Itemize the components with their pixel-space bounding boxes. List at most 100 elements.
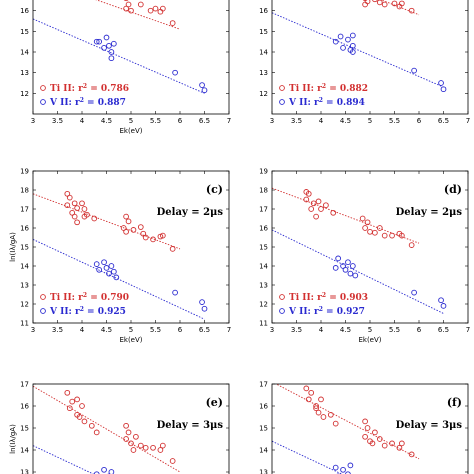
y-tick-label: 16	[20, 225, 29, 233]
ti-data-point	[74, 219, 80, 226]
v-data-point	[332, 265, 339, 271]
legend-ti-marker	[40, 294, 46, 300]
v-data-point	[438, 80, 444, 86]
v-data-point	[342, 266, 349, 273]
y-tick-label: 17	[259, 206, 268, 214]
plot-frame	[271, 383, 469, 474]
y-tick-label: 15	[20, 28, 29, 36]
v-data-point	[337, 33, 344, 40]
ti-data-point	[71, 213, 78, 220]
x-tick-label: 6.5	[199, 117, 210, 125]
x-tick-label: 3	[270, 117, 274, 125]
ti-data-point	[125, 429, 132, 436]
x-tick-label: 5.5	[150, 117, 161, 125]
x-tick-label: 3.5	[52, 326, 63, 334]
v-data-point	[345, 36, 351, 43]
plot-frame	[271, 0, 469, 115]
y-tick-label: 11	[20, 320, 29, 328]
v-data-point	[103, 34, 110, 41]
ti-data-point	[372, 0, 378, 3]
x-tick-label: 4.5	[101, 117, 112, 125]
ti-data-point	[64, 202, 71, 209]
v-data-point	[199, 299, 205, 305]
ti-data-point	[327, 411, 334, 418]
x-tick-label: 3	[31, 117, 35, 125]
y-tick-label: 13	[20, 282, 29, 290]
y-tick-label: 17	[20, 206, 29, 214]
ti-data-point	[125, 1, 132, 8]
x-axis-label: Ek(eV)	[119, 127, 142, 135]
v-data-point	[347, 462, 354, 469]
ti-data-point	[169, 20, 176, 26]
ti-data-point	[408, 7, 415, 14]
x-tick-label: 6.5	[199, 326, 210, 334]
legend-v-marker	[40, 99, 46, 105]
v-fit-line	[33, 445, 95, 474]
y-tick-label: 15	[259, 28, 268, 36]
panel-b: 3 3.5 4 4.5 5 5.5 6 6.5 7 12 13 14 15 16 Ti II: r2 = 0…	[259, 0, 470, 125]
plot-area	[33, 385, 181, 474]
y-tick-label: 16	[259, 225, 268, 233]
delay-label: Delay = 3μs	[396, 420, 463, 431]
ti-data-point	[381, 1, 388, 8]
y-tick-label: 16	[259, 7, 268, 15]
ti-data-point	[152, 5, 159, 12]
ti-data-point	[408, 242, 415, 248]
legend-ti-label: Ti II: r2 = 0.882	[289, 83, 368, 95]
y-tick-label: 12	[20, 90, 29, 98]
ti-data-point	[323, 202, 329, 209]
legend-v-marker	[279, 308, 285, 314]
ti-data-point	[84, 211, 90, 218]
y-tick-label: 14	[259, 49, 268, 57]
legend-v-marker	[40, 308, 46, 314]
panel-e: 13 14 15 16 17 ln(Iλ/gA) (e) Delay = 3μs	[9, 381, 230, 474]
legend-ti-r2: = 0.786	[87, 84, 129, 94]
ti-data-point	[157, 447, 164, 453]
y-tick-label: 14	[20, 447, 29, 455]
ti-data-point	[150, 444, 156, 451]
x-tick-label: 6	[417, 326, 422, 334]
ti-data-point	[399, 0, 405, 7]
plot-area	[272, 384, 420, 474]
ti-data-point	[81, 418, 88, 425]
ti-data-point	[305, 396, 312, 403]
v-data-point	[201, 305, 208, 312]
ti-data-point	[303, 385, 310, 392]
ti-data-point	[169, 246, 176, 252]
x-tick-label: 4	[319, 326, 324, 334]
ti-data-point	[142, 444, 149, 451]
v-fit-line	[272, 440, 343, 474]
x-tick-label: 6	[417, 117, 422, 125]
legend-superscript: 2	[80, 97, 84, 104]
x-tick-label: 4	[80, 326, 85, 334]
ti-data-point	[123, 228, 129, 235]
ti-data-point	[160, 5, 166, 12]
ti-data-point	[88, 422, 95, 429]
panel-label: (d)	[444, 183, 462, 196]
ti-data-point	[133, 433, 139, 440]
y-tick-label: 15	[20, 425, 29, 433]
legend-v-r2: = 0.927	[323, 307, 365, 317]
v-data-point	[340, 45, 346, 51]
y-tick-label: 16	[20, 403, 29, 411]
panel-a: 3 3.5 4 4.5 5 5.5 6 6.5 7 12 13 14 15 16 Ek(eV) Ti II: …	[20, 0, 231, 135]
ti-data-point	[313, 405, 319, 412]
x-tick-label: 5.5	[389, 326, 400, 334]
y-tick-label: 14	[20, 49, 29, 57]
ti-data-point	[318, 396, 324, 403]
v-data-point	[411, 289, 417, 296]
y-tick-label: 14	[20, 263, 29, 271]
v-data-point	[345, 471, 351, 474]
y-tick-label: 12	[20, 301, 29, 309]
ti-fit-line	[33, 193, 181, 250]
x-tick-label: 5	[368, 326, 372, 334]
y-tick-label: 17	[20, 381, 29, 389]
legend-ti-label: Ti II: r2 = 0.786	[50, 83, 129, 95]
ti-data-point	[362, 433, 368, 440]
legend-ti-marker	[279, 294, 285, 300]
delay-label: Delay = 2μs	[157, 207, 224, 218]
v-data-point	[411, 67, 417, 74]
ti-data-point	[389, 232, 395, 239]
ti-data-point	[313, 403, 319, 409]
